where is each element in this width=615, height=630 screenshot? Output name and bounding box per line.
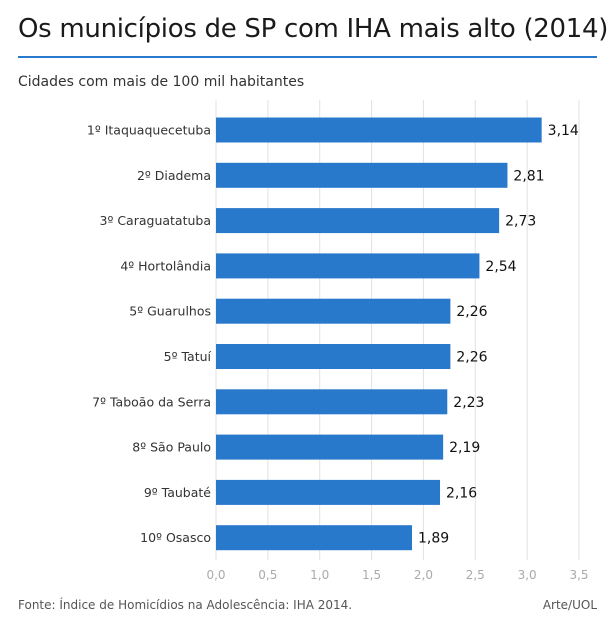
value-label: 2,19 bbox=[449, 440, 480, 456]
category-label: 8º São Paulo bbox=[132, 440, 211, 455]
bar bbox=[216, 479, 441, 505]
x-tick-label: 2,5 bbox=[466, 568, 485, 582]
value-label: 3,14 bbox=[548, 123, 579, 139]
category-label: 3º Caraguatatuba bbox=[100, 213, 212, 228]
value-label: 1,89 bbox=[418, 531, 449, 547]
bar bbox=[216, 434, 444, 460]
value-label: 2,81 bbox=[513, 168, 544, 184]
value-label: 2,16 bbox=[446, 485, 477, 501]
category-label: 9º Taubaté bbox=[144, 485, 211, 500]
category-label: 5º Tatuí bbox=[164, 349, 212, 364]
bar bbox=[216, 389, 448, 415]
value-label: 2,26 bbox=[456, 350, 487, 366]
x-tick-label: 0,5 bbox=[258, 568, 277, 582]
bar bbox=[216, 525, 413, 551]
category-label: 10º Osasco bbox=[140, 530, 211, 545]
chart-title: Os municípios de SP com IHA mais alto (2… bbox=[18, 14, 609, 44]
value-label: 2,26 bbox=[456, 304, 487, 320]
source-note: Fonte: Índice de Homicídios na Adolescên… bbox=[18, 598, 353, 612]
x-tick-label: 1,5 bbox=[362, 568, 381, 582]
bar bbox=[216, 117, 542, 143]
bar bbox=[216, 253, 480, 279]
category-label: 1º Itaquaquecetuba bbox=[87, 123, 211, 138]
value-label: 2,23 bbox=[453, 395, 484, 411]
bar bbox=[216, 298, 451, 324]
x-tick-label: 0,0 bbox=[206, 568, 225, 582]
value-label: 2,73 bbox=[505, 214, 536, 230]
bar bbox=[216, 344, 451, 369]
category-label: 7º Taboão da Serra bbox=[92, 394, 211, 409]
x-tick-label: 1,0 bbox=[310, 568, 329, 582]
category-label: 4º Hortolândia bbox=[120, 258, 211, 273]
category-label: 5º Guarulhos bbox=[129, 304, 211, 319]
bar-chart: 0,0 0,5 1,0 1,5 2,0 2,5 3,0 3,5 1º Itaquaquecetu… bbox=[87, 100, 589, 582]
value-label: 2,54 bbox=[485, 259, 516, 275]
bar bbox=[216, 208, 500, 234]
x-tick-label: 3,5 bbox=[569, 568, 588, 582]
title-divider bbox=[18, 56, 597, 58]
x-tick-label: 3,0 bbox=[518, 568, 537, 582]
credit-note: Arte/UOL bbox=[542, 598, 597, 612]
bar bbox=[216, 162, 508, 188]
x-tick-label: 2,0 bbox=[414, 568, 433, 582]
category-label: 2º Diadema bbox=[137, 168, 211, 183]
chart-subtitle: Cidades com mais de 100 mil habitantes bbox=[18, 74, 305, 90]
